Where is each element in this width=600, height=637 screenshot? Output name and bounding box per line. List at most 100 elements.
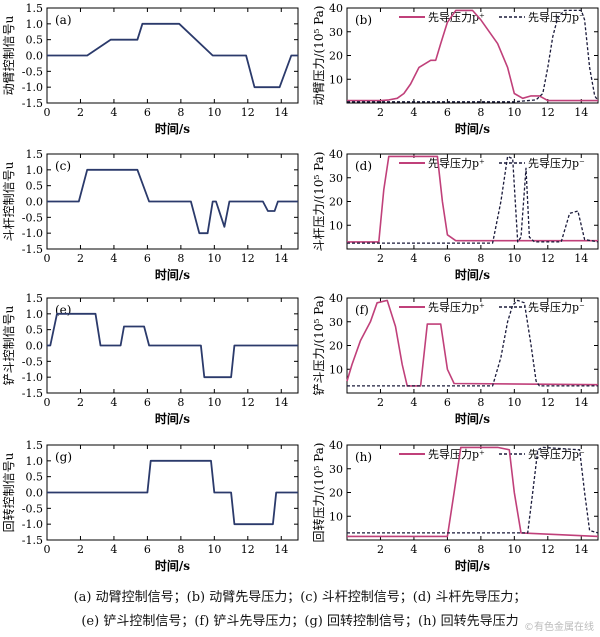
x-tick-label: 14 — [274, 252, 288, 265]
x-tick-label: 10 — [207, 543, 221, 556]
y-tick-label: 0.5 — [26, 324, 44, 337]
y-tick-label: -0.5 — [22, 211, 43, 224]
y-tick-label: 0.0 — [26, 487, 44, 500]
y-tick-label: 1.0 — [26, 308, 44, 321]
series-p-minus-line — [347, 446, 599, 534]
y-tick-label: -1.0 — [22, 371, 43, 384]
series-p-minus-line — [347, 155, 599, 244]
panel-h: 2 4 6 8 10 12 14 10 20 30 40 时间/s 回转压力/(10⁵ Pa) (h) 先导… — [311, 439, 599, 573]
x-tick-label: 12 — [241, 106, 255, 119]
y-tick-label: -1.5 — [22, 97, 43, 110]
y-tick-label: 1.0 — [26, 18, 44, 31]
x-tick-label: 14 — [274, 396, 288, 409]
series-signal-line — [47, 312, 298, 379]
y-tick-label: 40 — [329, 292, 343, 305]
y-tick-label: 20 — [329, 487, 343, 500]
panel-b: 2 4 6 8 10 12 14 10 20 30 40 时间/s 动臂压力/(10⁵ Pa) (b) 先导… — [312, 2, 599, 136]
y-axis-label: 斗杆压力/(10⁵ Pa) — [312, 152, 326, 252]
x-tick-label: 8 — [477, 396, 484, 409]
y-tick-label: 0.0 — [26, 340, 44, 353]
x-tick-label: 4 — [410, 543, 417, 556]
panel-d: 2 4 6 8 10 12 14 10 20 30 40 时间/s 斗杆压力/(10⁵ Pa) (d) 先导… — [312, 148, 599, 282]
y-axis-label: 斗杆控制信号u — [2, 161, 16, 241]
x-tick-label: 10 — [207, 252, 221, 265]
x-tick-label: 10 — [207, 396, 221, 409]
y-axis-label: 铲斗压力/(10⁵ Pa) — [311, 296, 326, 396]
x-axis-label: 时间/s — [455, 121, 490, 136]
panel-e: 0 2 4 6 8 10 12 14 -1.5 -1.0 -0.5 0.0 0.5 1.0 1.5 时间/s 铲… — [1, 292, 299, 426]
x-tick-label: 8 — [477, 252, 484, 265]
panel-label: (c) — [55, 159, 71, 173]
x-tick-label: 4 — [110, 396, 117, 409]
x-tick-label: 14 — [574, 252, 588, 265]
x-tick-label: 12 — [541, 543, 555, 556]
x-axis-label: 时间/s — [455, 558, 490, 573]
x-tick-label: 12 — [541, 396, 555, 409]
legend-label-p-minus: 先导压力p⁻ — [528, 448, 585, 461]
y-tick-label: -0.5 — [22, 355, 43, 368]
legend-label-p-minus: 先导压力p⁻ — [528, 301, 585, 314]
x-tick-label: 12 — [541, 252, 555, 265]
y-axis-label: 回转压力/(10⁵ Pa) — [311, 443, 326, 543]
panel-label: (a) — [55, 13, 72, 27]
x-tick-label: 10 — [507, 543, 521, 556]
panel-c: 0 2 4 6 8 10 12 14 -1.5 -1.0 -0.5 0.0 0.5 1.0 1.5 时间/s 斗… — [2, 148, 299, 282]
y-tick-label: 10 — [329, 73, 343, 86]
x-tick-label: 14 — [574, 396, 588, 409]
x-axis-label: 时间/s — [155, 267, 190, 282]
y-tick-label: 0.5 — [26, 180, 44, 193]
x-tick-label: 2 — [377, 252, 384, 265]
x-tick-label: 12 — [541, 106, 555, 119]
x-tick-label: 6 — [144, 106, 151, 119]
y-tick-label: -0.5 — [22, 65, 43, 78]
series-p-plus-line — [347, 446, 599, 538]
series-p-minus-line — [347, 299, 598, 387]
x-tick-label: 8 — [477, 106, 484, 119]
x-tick-label: 8 — [177, 252, 184, 265]
y-tick-label: 30 — [329, 26, 343, 39]
y-tick-label: 30 — [329, 172, 343, 185]
x-tick-label: 2 — [377, 396, 384, 409]
y-axis-label: 铲斗控制信号u — [1, 305, 16, 385]
legend-label-p-plus: 先导压力p⁺ — [428, 11, 485, 24]
x-axis-label: 时间/s — [155, 411, 190, 426]
x-tick-label: 12 — [241, 543, 255, 556]
x-tick-label: 2 — [77, 543, 84, 556]
x-tick-label: 10 — [507, 106, 521, 119]
y-tick-label: -1.5 — [22, 534, 43, 547]
x-tick-label: 10 — [507, 396, 521, 409]
x-tick-label: 12 — [241, 396, 255, 409]
x-tick-label: 14 — [574, 543, 588, 556]
y-tick-label: 20 — [329, 50, 343, 63]
x-tick-label: 4 — [410, 106, 417, 119]
x-tick-label: 14 — [574, 106, 588, 119]
panel-a: 0 2 4 6 8 10 12 14 -1.5 -1.0 -0.5 0.0 0.5 1.0 1.5 时间/s 动… — [2, 2, 299, 136]
x-tick-label: 2 — [377, 106, 384, 119]
y-tick-label: 0.5 — [26, 471, 44, 484]
x-tick-label: 14 — [274, 543, 288, 556]
x-tick-label: 0 — [44, 543, 51, 556]
x-tick-label: 6 — [444, 543, 451, 556]
y-tick-label: -1.0 — [22, 227, 43, 240]
panel-label: (g) — [55, 450, 72, 464]
caption-line-2: (e) 铲斗控制信号；(f) 铲斗先导压力；(g) 回转控制信号；(h) 回转先… — [81, 614, 519, 629]
y-tick-label: -1.0 — [22, 81, 43, 94]
panel-f: 2 4 6 8 10 12 14 10 20 30 40 时间/s 铲斗压力/(10⁵ Pa) (f) 先导… — [311, 292, 599, 426]
y-axis-label: 动臂控制信号u — [2, 15, 16, 95]
x-tick-label: 2 — [77, 106, 84, 119]
x-axis-label: 时间/s — [155, 121, 190, 136]
y-tick-label: 10 — [329, 219, 343, 232]
x-tick-label: 0 — [44, 396, 51, 409]
y-tick-label: -1.5 — [22, 243, 43, 256]
legend-label-p-plus: 先导压力p⁺ — [428, 301, 485, 314]
y-tick-label: -0.5 — [22, 502, 43, 515]
series-p-plus-line — [347, 155, 598, 243]
y-tick-label: 1.5 — [26, 292, 44, 305]
y-tick-label: 40 — [329, 148, 343, 161]
y-tick-label: 40 — [329, 2, 343, 15]
x-tick-label: 2 — [77, 396, 84, 409]
x-tick-label: 4 — [110, 252, 117, 265]
y-tick-label: 0.0 — [26, 196, 44, 209]
y-tick-label: 30 — [329, 316, 343, 329]
